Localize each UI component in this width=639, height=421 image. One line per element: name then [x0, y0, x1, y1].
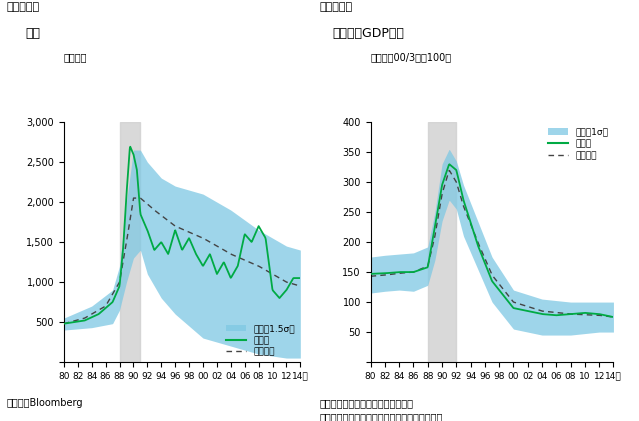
Text: （図表４）: （図表４） [320, 2, 353, 12]
Legend: 閾値（1.5σ）, 実績値, トレンド: 閾値（1.5σ）, 実績値, トレンド [222, 321, 298, 360]
Bar [119, 122, 141, 362]
Text: （図表３）: （図表３） [6, 2, 40, 12]
Legend: 閾値（1σ）, 実績値, トレンド: 閾値（1σ）, 実績値, トレンド [544, 124, 612, 163]
Text: 日本不動産研究所「市街地価格指数」: 日本不動産研究所「市街地価格指数」 [320, 413, 443, 421]
Text: （指数）: （指数） [64, 53, 88, 63]
Text: （指数、00/3月＝100）: （指数、00/3月＝100） [371, 53, 452, 63]
Text: （資料）内閣府「国民経済計算」、: （資料）内閣府「国民経済計算」、 [320, 398, 413, 408]
Bar [427, 122, 456, 362]
Text: 株価: 株価 [26, 27, 40, 40]
Text: （資料）Bloomberg: （資料）Bloomberg [6, 398, 83, 408]
Text: 地価の対GDP比率: 地価の対GDP比率 [332, 27, 404, 40]
